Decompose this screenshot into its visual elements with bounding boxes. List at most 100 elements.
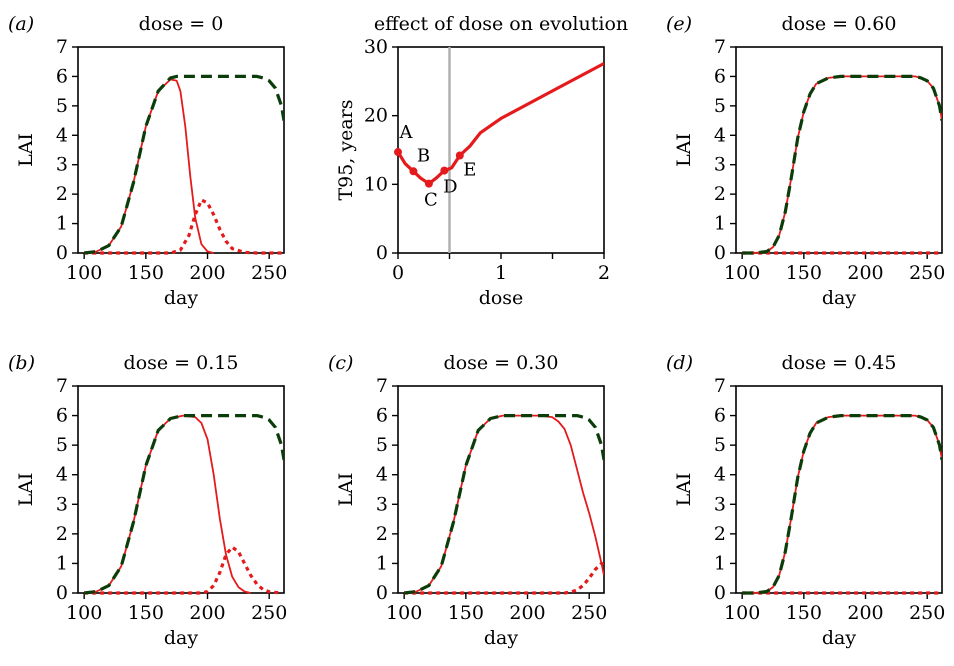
chart-panel-d: dose = 0.45 (d) 0 1 2 3 4 5 6 7 100 150 200 250 day LAI xyxy=(666,352,945,649)
y-tick-label: 0 xyxy=(56,242,68,264)
x-tick-label: 200 xyxy=(189,262,225,284)
y-tick-label: 0 xyxy=(56,582,68,604)
panel-title: dose = 0.30 xyxy=(444,352,559,374)
x-tick-label: 250 xyxy=(909,602,945,624)
y-tick-label: 7 xyxy=(56,36,68,58)
y-tick-label: 0 xyxy=(376,242,388,264)
x-axis-label: day xyxy=(484,627,518,649)
y-axis-label: LAI xyxy=(673,473,695,507)
x-tick-label: 200 xyxy=(189,602,225,624)
x-tick-label: 150 xyxy=(786,262,822,284)
series-line-healthy-dashed xyxy=(404,414,604,595)
y-tick-label: 4 xyxy=(714,464,726,486)
x-axis-label: day xyxy=(822,627,856,649)
x-tick-label: 150 xyxy=(448,602,484,624)
panel-title: dose = 0.45 xyxy=(782,352,897,374)
series-line-susceptible-solid xyxy=(742,75,942,254)
y-tick-label: 2 xyxy=(714,183,726,205)
x-tick-label: 2 xyxy=(598,262,610,284)
panel-letter: (c) xyxy=(328,352,353,374)
point-label: C xyxy=(424,190,438,211)
y-tick-label: 4 xyxy=(714,124,726,146)
x-tick-label: 250 xyxy=(571,602,607,624)
y-tick-label: 1 xyxy=(714,213,726,235)
series-line-susceptible-solid xyxy=(84,78,214,254)
y-tick-label: 6 xyxy=(56,405,68,427)
y-tick-label: 0 xyxy=(714,242,726,264)
y-tick-label: 10 xyxy=(364,173,388,195)
y-tick-label: 30 xyxy=(364,36,388,58)
marked-point xyxy=(409,167,418,176)
panel-letter: (d) xyxy=(666,352,693,374)
chart-panel-b: dose = 0.15 (b) 0 1 2 3 4 5 6 7 100 150 200 250 day LAI xyxy=(8,352,287,649)
x-tick-label: 250 xyxy=(251,602,287,624)
y-tick-label: 3 xyxy=(56,154,68,176)
marked-point xyxy=(394,148,402,157)
x-tick-label: 250 xyxy=(909,262,945,284)
series-line-resistant-dotted xyxy=(404,561,604,595)
marked-point xyxy=(424,179,433,188)
x-tick-label: 200 xyxy=(509,602,545,624)
y-tick-label: 7 xyxy=(56,375,68,397)
x-tick-label: 200 xyxy=(847,262,883,284)
y-tick-label: 7 xyxy=(714,36,726,58)
x-tick-label: 250 xyxy=(251,262,287,284)
chart-panel-c: dose = 0.30 (c) 0 1 2 3 4 5 6 7 100 150 200 250 day LAI xyxy=(328,352,607,649)
panel-title: dose = 0.15 xyxy=(124,352,239,374)
x-tick-label: 100 xyxy=(724,262,760,284)
panel-title: dose = 0.60 xyxy=(782,13,897,35)
panel-letter: (a) xyxy=(8,13,34,35)
chart-panel-a: dose = 0 (a) 0 1 2 3 4 5 6 7 100 150 200 250 day LAI xyxy=(8,13,287,309)
y-tick-label: 1 xyxy=(714,552,726,574)
y-tick-label: 5 xyxy=(714,434,726,456)
y-tick-label: 2 xyxy=(714,523,726,545)
series-line-resistant-dotted xyxy=(84,198,282,255)
marked-point xyxy=(440,166,449,175)
series-line-healthy-dashed xyxy=(742,74,942,255)
panel-letter: (b) xyxy=(8,352,35,374)
y-tick-label: 6 xyxy=(56,65,68,87)
y-tick-label: 4 xyxy=(56,464,68,486)
y-tick-label: 1 xyxy=(56,552,68,574)
y-tick-label: 6 xyxy=(714,405,726,427)
y-axis-label: T95, years xyxy=(335,99,357,200)
x-tick-label: 200 xyxy=(847,602,883,624)
series-line-susceptible-solid xyxy=(84,414,251,594)
marked-point xyxy=(455,151,464,160)
series-line-resistant-dotted xyxy=(84,545,282,595)
y-tick-label: 5 xyxy=(376,434,388,456)
y-tick-label: 4 xyxy=(56,124,68,146)
point-label: B xyxy=(417,145,430,166)
x-tick-label: 100 xyxy=(724,602,760,624)
y-axis-label: LAI xyxy=(15,473,37,507)
x-axis-label: day xyxy=(822,287,856,309)
x-axis-label: dose xyxy=(479,287,524,309)
y-tick-label: 5 xyxy=(714,95,726,117)
y-tick-label: 3 xyxy=(376,493,388,515)
point-label: E xyxy=(463,159,476,180)
y-tick-label: 3 xyxy=(714,493,726,515)
panel-title: effect of dose on evolution xyxy=(374,13,628,35)
y-tick-label: 6 xyxy=(714,65,726,87)
y-tick-label: 3 xyxy=(56,493,68,515)
y-tick-label: 5 xyxy=(56,95,68,117)
y-tick-label: 20 xyxy=(364,105,388,127)
y-tick-label: 0 xyxy=(376,582,388,604)
x-tick-label: 100 xyxy=(386,602,422,624)
point-label: A xyxy=(399,122,414,143)
y-tick-label: 6 xyxy=(376,405,388,427)
series-line-healthy-dashed xyxy=(84,414,284,595)
chart-panel-T95: effect of dose on evolution 0 10 20 30 0 1 2 dos… xyxy=(335,13,628,309)
y-axis-label: LAI xyxy=(335,473,357,507)
y-tick-label: 4 xyxy=(376,464,388,486)
panel-letter: (e) xyxy=(666,13,692,35)
x-axis-label: day xyxy=(164,287,198,309)
y-tick-label: 2 xyxy=(56,183,68,205)
y-axis-label: LAI xyxy=(15,133,37,167)
plot-frame xyxy=(77,46,285,254)
y-tick-label: 0 xyxy=(714,582,726,604)
y-tick-label: 7 xyxy=(376,375,388,397)
x-tick-label: 0 xyxy=(392,262,404,284)
chart-panel-e: dose = 0.60 (e) 0 1 2 3 4 5 6 7 100 150 200 250 day LAI xyxy=(666,13,945,309)
